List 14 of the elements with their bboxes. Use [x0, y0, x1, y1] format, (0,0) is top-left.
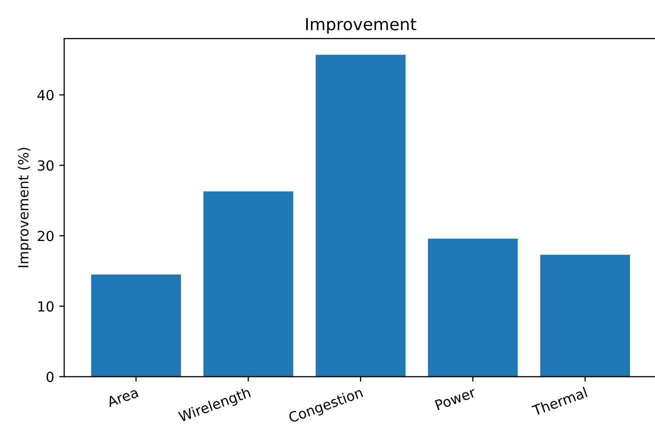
bar: [203, 191, 294, 377]
y-tick-label: 20: [38, 230, 54, 242]
y-tick-label: 40: [37, 90, 54, 100]
y-axis-title: Improvement (%): [18, 148, 32, 268]
y-tick-label: 30: [38, 160, 54, 171]
chart-title: Improvement: [306, 18, 416, 34]
bar: [540, 254, 630, 377]
y-tick-label: 0: [46, 372, 54, 382]
y-tick-label: 10: [38, 301, 54, 312]
x-tick-label: Power: [434, 386, 477, 410]
bar: [428, 238, 518, 377]
bar: [91, 274, 181, 377]
bar: [316, 54, 406, 377]
x-tick-label: Area: [106, 387, 139, 408]
